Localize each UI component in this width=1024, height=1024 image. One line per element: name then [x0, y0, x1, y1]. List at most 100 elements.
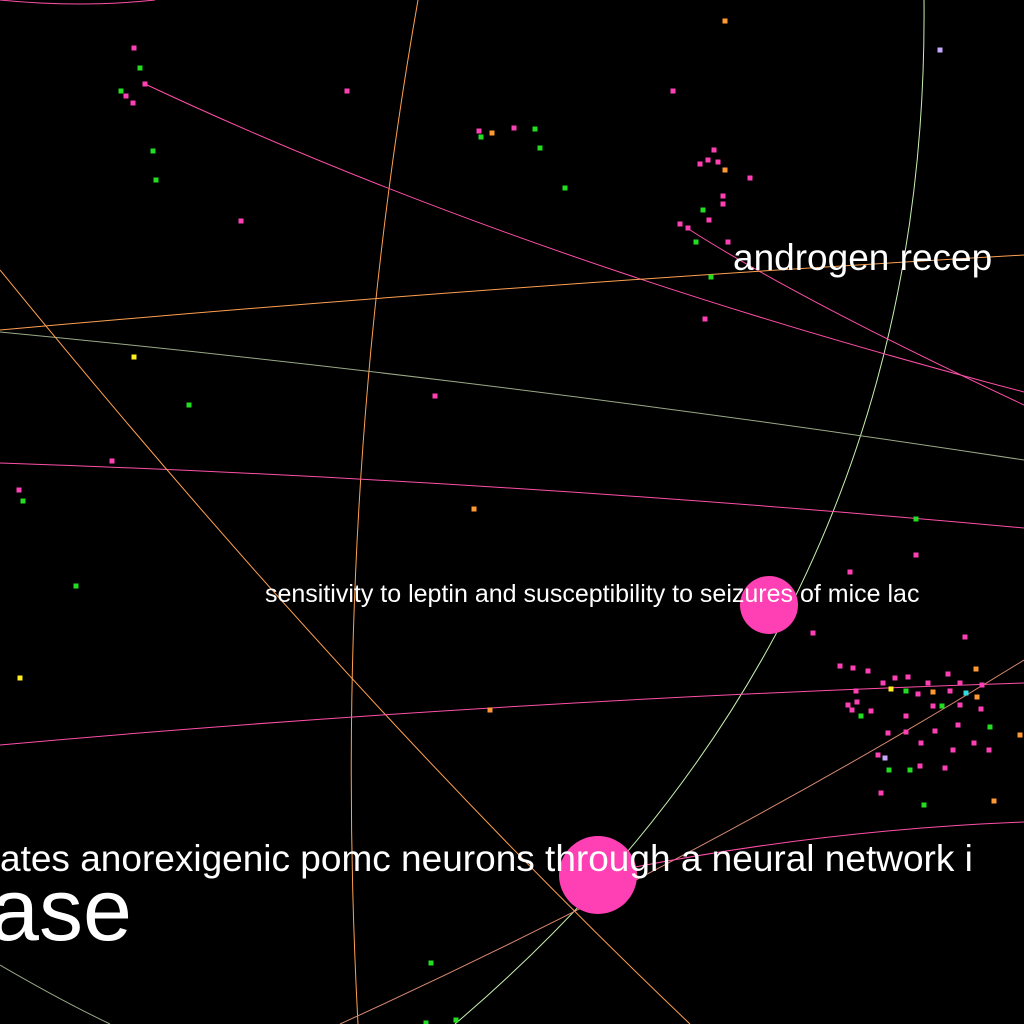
- graph-node-pomc[interactable]: [559, 836, 637, 914]
- graph-node[interactable]: [888, 686, 894, 692]
- graph-node[interactable]: [853, 688, 859, 694]
- graph-node[interactable]: [118, 88, 124, 94]
- graph-node[interactable]: [837, 663, 843, 669]
- graph-node[interactable]: [428, 960, 434, 966]
- graph-node[interactable]: [963, 690, 969, 696]
- graph-node[interactable]: [715, 159, 721, 165]
- graph-node[interactable]: [955, 722, 961, 728]
- graph-node[interactable]: [720, 201, 726, 207]
- graph-node[interactable]: [153, 177, 159, 183]
- graph-node[interactable]: [971, 740, 977, 746]
- graph-node[interactable]: [878, 790, 884, 796]
- graph-node[interactable]: [865, 668, 871, 674]
- graph-node[interactable]: [702, 316, 708, 322]
- graph-node[interactable]: [131, 45, 137, 51]
- graph-node[interactable]: [978, 706, 984, 712]
- graph-node[interactable]: [930, 703, 936, 709]
- graph-node[interactable]: [917, 763, 923, 769]
- graph-node[interactable]: [487, 707, 493, 713]
- graph-node[interactable]: [875, 752, 881, 758]
- graph-node[interactable]: [238, 218, 244, 224]
- graph-node[interactable]: [16, 487, 22, 493]
- graph-node[interactable]: [937, 47, 943, 53]
- graph-node[interactable]: [489, 130, 495, 136]
- graph-node[interactable]: [880, 680, 886, 686]
- graph-node[interactable]: [854, 699, 860, 705]
- graph-node[interactable]: [478, 134, 484, 140]
- graph-node[interactable]: [987, 724, 993, 730]
- graph-node[interactable]: [137, 65, 143, 71]
- graph-node[interactable]: [903, 713, 909, 719]
- graph-node[interactable]: [962, 634, 968, 640]
- graph-node[interactable]: [705, 157, 711, 163]
- graph-node[interactable]: [432, 393, 438, 399]
- graph-node[interactable]: [706, 217, 712, 223]
- graph-node[interactable]: [722, 18, 728, 24]
- graph-node[interactable]: [942, 765, 948, 771]
- graph-node[interactable]: [957, 702, 963, 708]
- graph-node[interactable]: [939, 703, 945, 709]
- graph-node[interactable]: [913, 516, 919, 522]
- graph-node[interactable]: [957, 680, 963, 686]
- graph-node[interactable]: [974, 694, 980, 700]
- graph-node[interactable]: [130, 100, 136, 106]
- graph-node[interactable]: [979, 682, 985, 688]
- graph-node[interactable]: [562, 185, 568, 191]
- graph-node[interactable]: [142, 81, 148, 87]
- graph-node[interactable]: [913, 552, 919, 558]
- graph-node[interactable]: [423, 1020, 429, 1024]
- graph-node[interactable]: [903, 729, 909, 735]
- graph-node[interactable]: [991, 798, 997, 804]
- graph-node[interactable]: [685, 225, 691, 231]
- graph-node[interactable]: [947, 688, 953, 694]
- graph-node[interactable]: [858, 713, 864, 719]
- graph-node[interactable]: [886, 767, 892, 773]
- graph-node[interactable]: [150, 148, 156, 154]
- graph-node[interactable]: [476, 128, 482, 134]
- graph-node-leptin[interactable]: [740, 576, 798, 634]
- graph-node[interactable]: [1017, 732, 1023, 738]
- graph-node[interactable]: [918, 740, 924, 746]
- graph-node[interactable]: [722, 167, 728, 173]
- graph-node[interactable]: [921, 802, 927, 808]
- graph-node[interactable]: [708, 274, 714, 280]
- graph-node[interactable]: [123, 93, 129, 99]
- graph-node[interactable]: [344, 88, 350, 94]
- graph-node[interactable]: [537, 145, 543, 151]
- graph-node[interactable]: [453, 1017, 459, 1023]
- graph-node[interactable]: [882, 755, 888, 761]
- graph-node[interactable]: [905, 674, 911, 680]
- graph-node[interactable]: [109, 458, 115, 464]
- graph-node[interactable]: [532, 126, 538, 132]
- graph-node[interactable]: [973, 666, 979, 672]
- graph-node[interactable]: [930, 689, 936, 695]
- graph-node[interactable]: [747, 175, 753, 181]
- graph-node[interactable]: [511, 125, 517, 131]
- graph-node[interactable]: [849, 707, 855, 713]
- graph-node[interactable]: [471, 506, 477, 512]
- graph-node[interactable]: [850, 665, 856, 671]
- graph-node[interactable]: [186, 402, 192, 408]
- graph-node[interactable]: [847, 569, 853, 575]
- graph-node[interactable]: [915, 691, 921, 697]
- graph-node[interactable]: [945, 671, 951, 677]
- graph-node[interactable]: [810, 630, 816, 636]
- graph-node[interactable]: [885, 730, 891, 736]
- graph-node[interactable]: [17, 675, 23, 681]
- graph-node[interactable]: [950, 747, 956, 753]
- graph-node[interactable]: [903, 688, 909, 694]
- graph-node[interactable]: [868, 708, 874, 714]
- graph-node[interactable]: [725, 239, 731, 245]
- graph-node[interactable]: [892, 675, 898, 681]
- graph-node[interactable]: [986, 747, 992, 753]
- graph-node[interactable]: [845, 702, 851, 708]
- graph-node[interactable]: [711, 147, 717, 153]
- graph-node[interactable]: [925, 680, 931, 686]
- graph-node[interactable]: [131, 354, 137, 360]
- graph-node[interactable]: [677, 221, 683, 227]
- graph-node[interactable]: [73, 583, 79, 589]
- graph-node[interactable]: [907, 767, 913, 773]
- graph-node[interactable]: [20, 498, 26, 504]
- graph-node[interactable]: [693, 239, 699, 245]
